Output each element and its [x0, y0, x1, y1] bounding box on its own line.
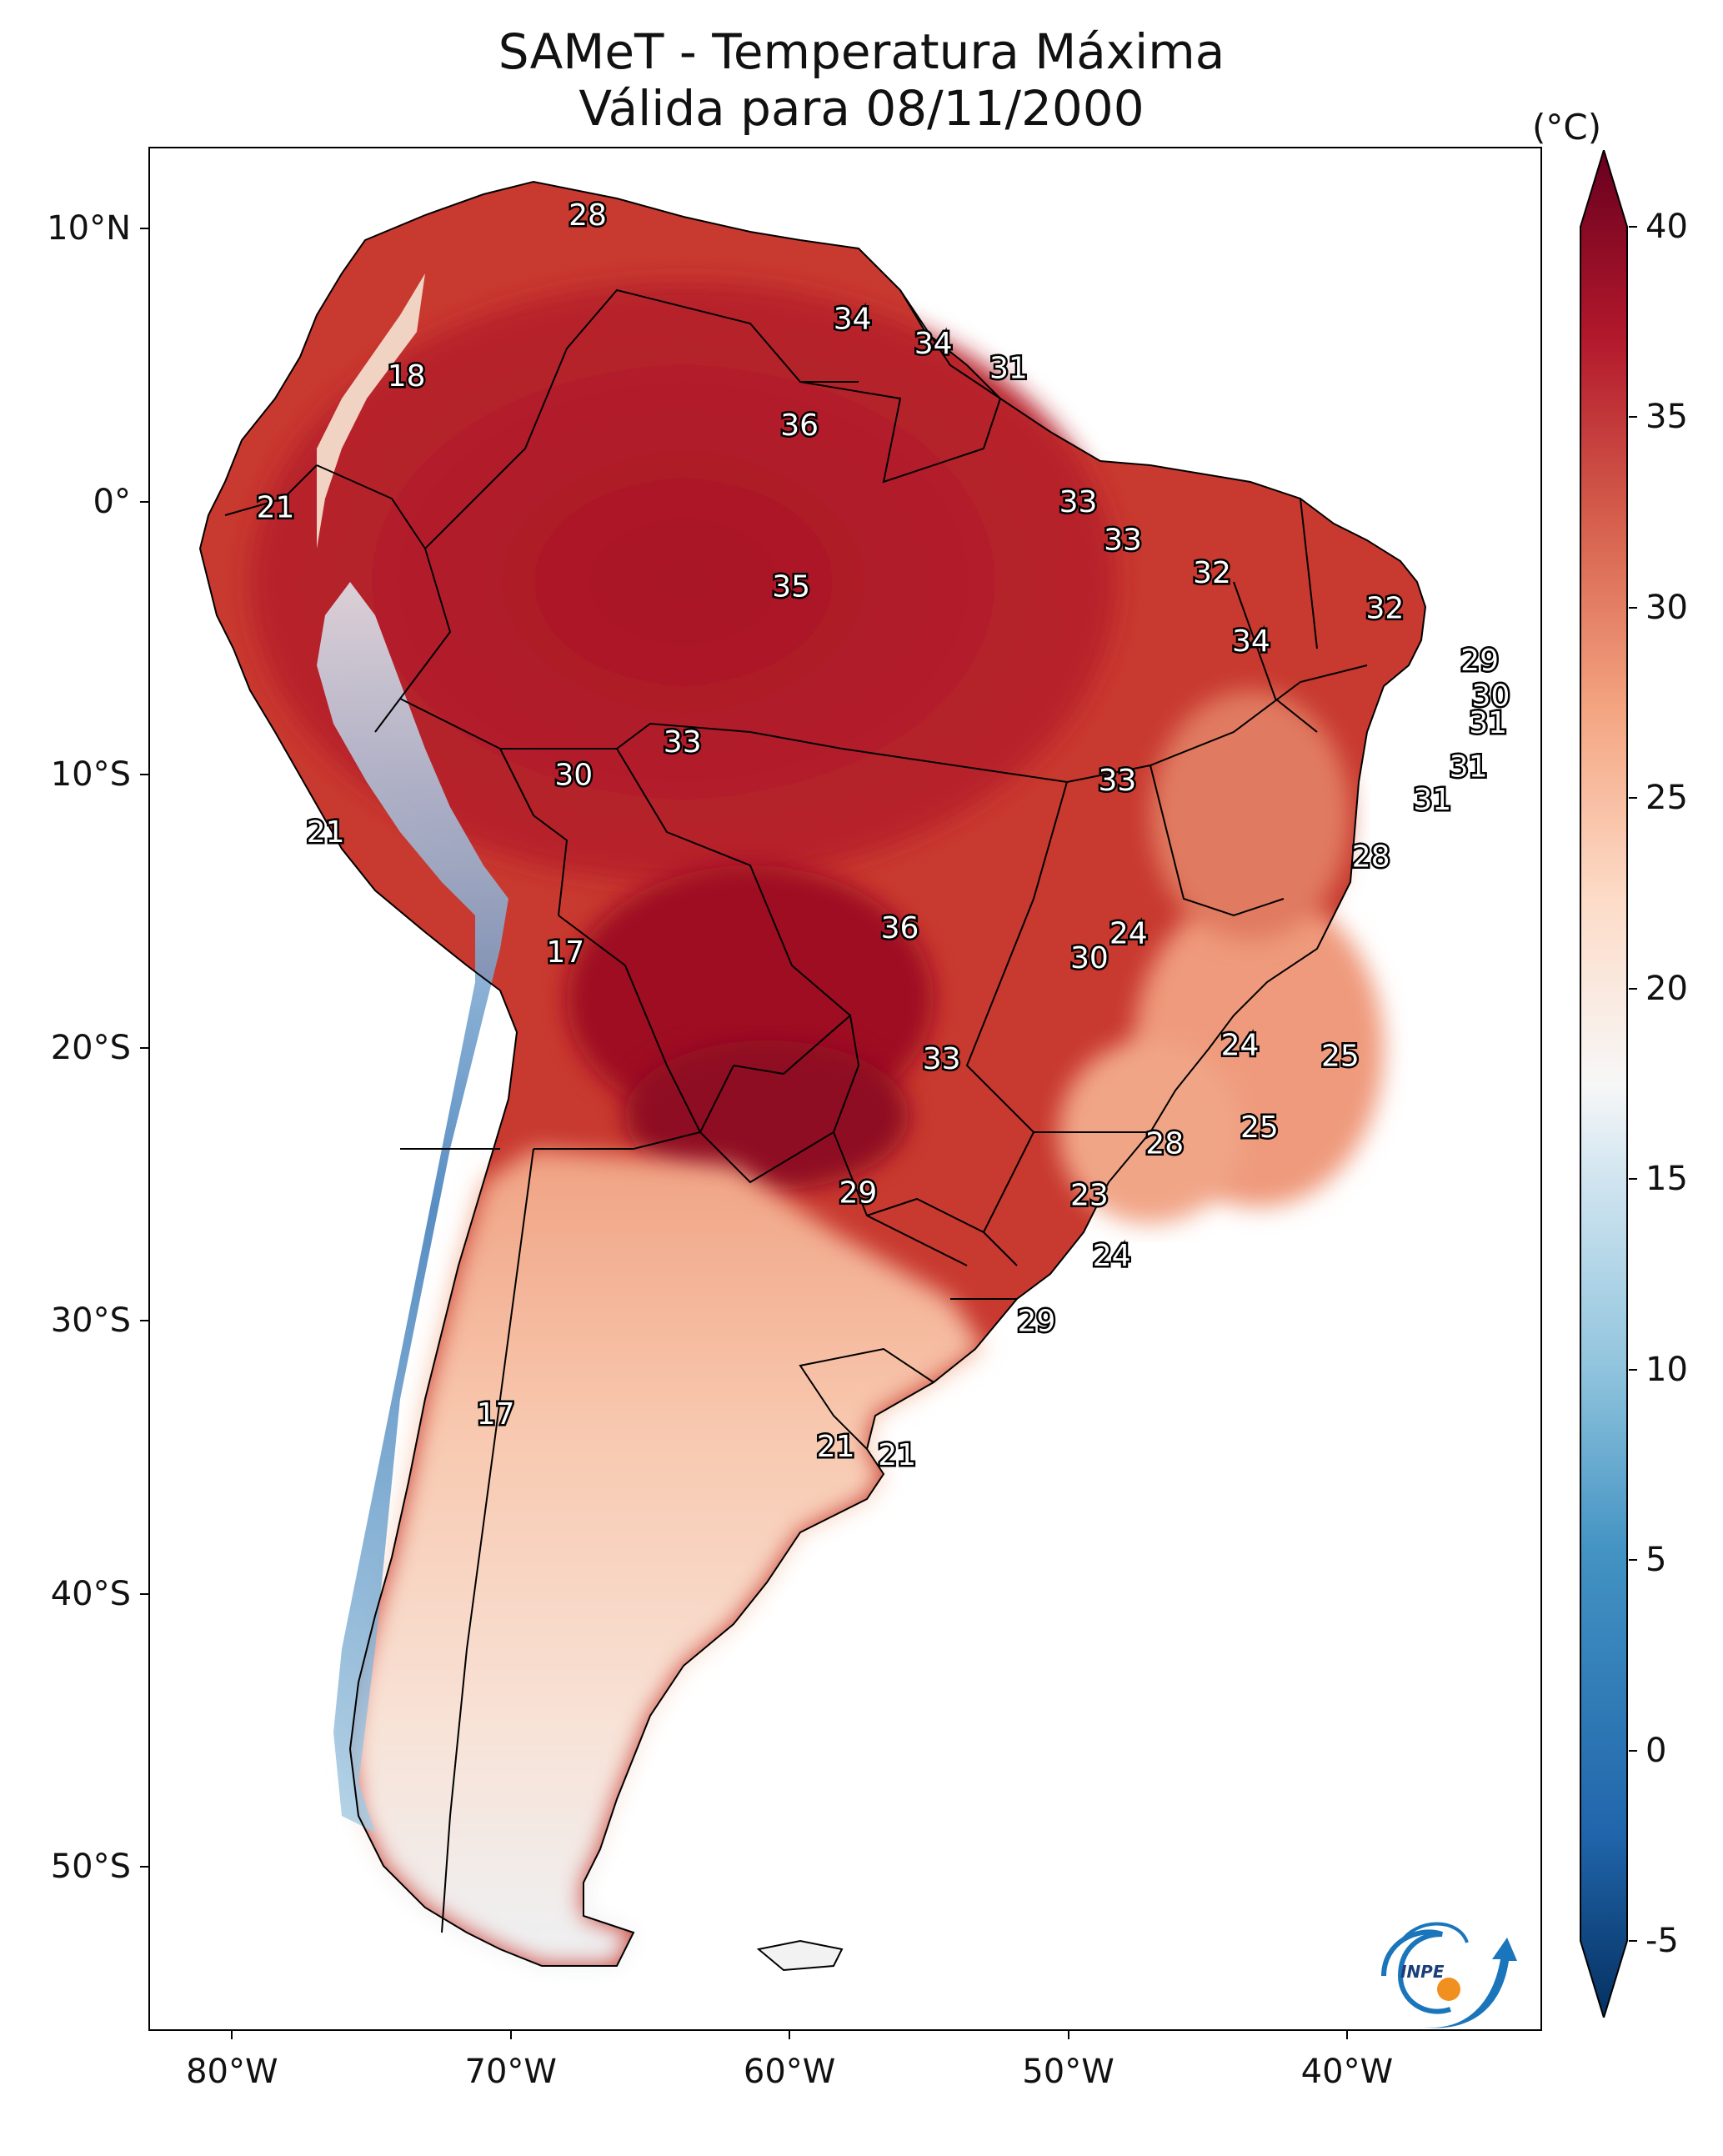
colorbar-tick-label: -5: [1645, 1922, 1679, 1960]
colorbar-tick-label: 25: [1645, 779, 1688, 818]
colorbar-tick-label: 30: [1645, 588, 1688, 627]
station-temp-label: 28: [1352, 840, 1390, 875]
station-temp-label: 29: [839, 1176, 877, 1210]
station-temp-label: 24: [1093, 1239, 1131, 1273]
colorbar-tick-label: 15: [1645, 1160, 1688, 1199]
map-area: 28 18 34 34 31 36 21 33 33 35 32 32 34 29 30 31 31 31 33 30…: [148, 147, 1542, 2031]
station-temp-label: 34: [1232, 624, 1270, 659]
lat-tick-mark: [140, 228, 148, 230]
station-temp-label: 34: [914, 327, 953, 361]
lat-tick-label: 10°S: [50, 755, 131, 795]
station-temp-label: 24: [1221, 1029, 1260, 1063]
country-borders: [198, 180, 1427, 1967]
station-temp-label: 30: [554, 758, 593, 792]
station-temp-label: 35: [772, 569, 810, 604]
lat-tick-mark: [140, 1592, 148, 1595]
station-temp-label: 36: [780, 409, 819, 443]
station-temp-label: 17: [477, 1397, 515, 1431]
station-temp-label: 25: [1321, 1040, 1360, 1074]
lat-tick-label: 40°S: [50, 1574, 131, 1613]
station-temp-label: 17: [546, 935, 584, 970]
colorbar-tick-mark: [1629, 226, 1637, 228]
station-temp-label: 21: [878, 1438, 916, 1472]
lat-tick-mark: [140, 774, 148, 776]
colorbar-tick-mark: [1629, 1559, 1637, 1562]
station-temp-label: 29: [1017, 1304, 1055, 1338]
lat-tick-label: 50°S: [50, 1848, 131, 1887]
lon-tick-label: 50°W: [1022, 2053, 1114, 2091]
lon-tick-label: 40°W: [1300, 2053, 1394, 2091]
lon-tick-label: 80°W: [186, 2053, 278, 2091]
station-temp-label: 25: [1240, 1111, 1279, 1145]
station-temp-label: 33: [1104, 524, 1142, 558]
station-temp-label: 18: [388, 359, 426, 394]
station-temp-label: 31: [1469, 706, 1507, 740]
colorbar-tick-mark: [1629, 797, 1637, 800]
station-temp-label: 30: [1070, 941, 1109, 975]
station-temp-label: 21: [257, 490, 295, 524]
station-temp-label: 34: [834, 302, 872, 336]
colorbar-tick-label: 10: [1645, 1350, 1688, 1389]
lat-tick-label: 10°N: [47, 209, 131, 248]
colorbar-tick-mark: [1629, 1178, 1637, 1181]
station-temp-label: 36: [881, 911, 919, 945]
colorbar-tick-label: 20: [1645, 969, 1688, 1008]
lon-tick-mark: [1067, 2031, 1069, 2039]
station-temp-label: 31: [989, 351, 1028, 385]
map-subtitle-date: Válida para 08/11/2000: [579, 80, 1144, 137]
station-temp-label: 21: [307, 815, 345, 850]
colorbar-unit: (°C): [1532, 107, 1602, 148]
station-temp-label: 33: [1098, 764, 1136, 798]
station-temp-label: 32: [1365, 592, 1404, 626]
station-temp-label: 24: [1109, 916, 1148, 950]
station-temp-label: 31: [1413, 783, 1451, 817]
station-temp-label: 32: [1193, 556, 1231, 590]
lon-tick-mark: [789, 2031, 791, 2039]
lat-tick-label: 30°S: [50, 1301, 131, 1341]
colorbar-tick-mark: [1629, 987, 1637, 990]
lon-tick-mark: [509, 2031, 512, 2039]
lat-tick-mark: [140, 500, 148, 503]
station-temp-label: 30: [1472, 679, 1510, 713]
inpe-logo: INPE: [1381, 1922, 1517, 2028]
colorbar-tick-label: 35: [1645, 398, 1688, 437]
station-temp-label: 28: [1145, 1127, 1184, 1161]
colorbar-tick-mark: [1629, 1749, 1637, 1752]
station-temp-label: 33: [1059, 485, 1098, 519]
colorbar-tick-mark: [1629, 1940, 1637, 1942]
colorbar: [1580, 150, 1628, 2018]
lon-tick-label: 70°W: [464, 2053, 557, 2091]
map-title: SAMeT - Temperatura Máxima: [498, 23, 1225, 80]
lat-tick-label: 0°: [93, 482, 131, 521]
lat-tick-mark: [140, 1320, 148, 1322]
station-temp-label: 23: [1070, 1179, 1109, 1213]
station-temp-label: 33: [923, 1042, 961, 1076]
station-temp-label: 31: [1450, 750, 1488, 785]
colorbar-tick-mark: [1629, 416, 1637, 419]
lon-tick-label: 60°W: [743, 2053, 836, 2091]
svg-text:INPE: INPE: [1400, 1962, 1445, 1982]
colorbar-tick-label: 40: [1645, 208, 1688, 246]
colorbar-tick-label: 5: [1645, 1541, 1667, 1580]
lat-tick-label: 20°S: [50, 1028, 131, 1067]
station-temp-label: 21: [817, 1430, 855, 1464]
lat-tick-mark: [140, 1866, 148, 1868]
station-temp-label: 28: [568, 198, 607, 233]
lon-tick-mark: [231, 2031, 233, 2039]
colorbar-tick-mark: [1629, 1368, 1637, 1371]
lat-tick-mark: [140, 1046, 148, 1049]
station-temp-label: 33: [664, 725, 702, 760]
colorbar-tick-label: 0: [1645, 1731, 1667, 1770]
lon-tick-mark: [1345, 2031, 1348, 2039]
station-temp-label: 29: [1460, 644, 1499, 678]
colorbar-tick-mark: [1629, 606, 1637, 609]
